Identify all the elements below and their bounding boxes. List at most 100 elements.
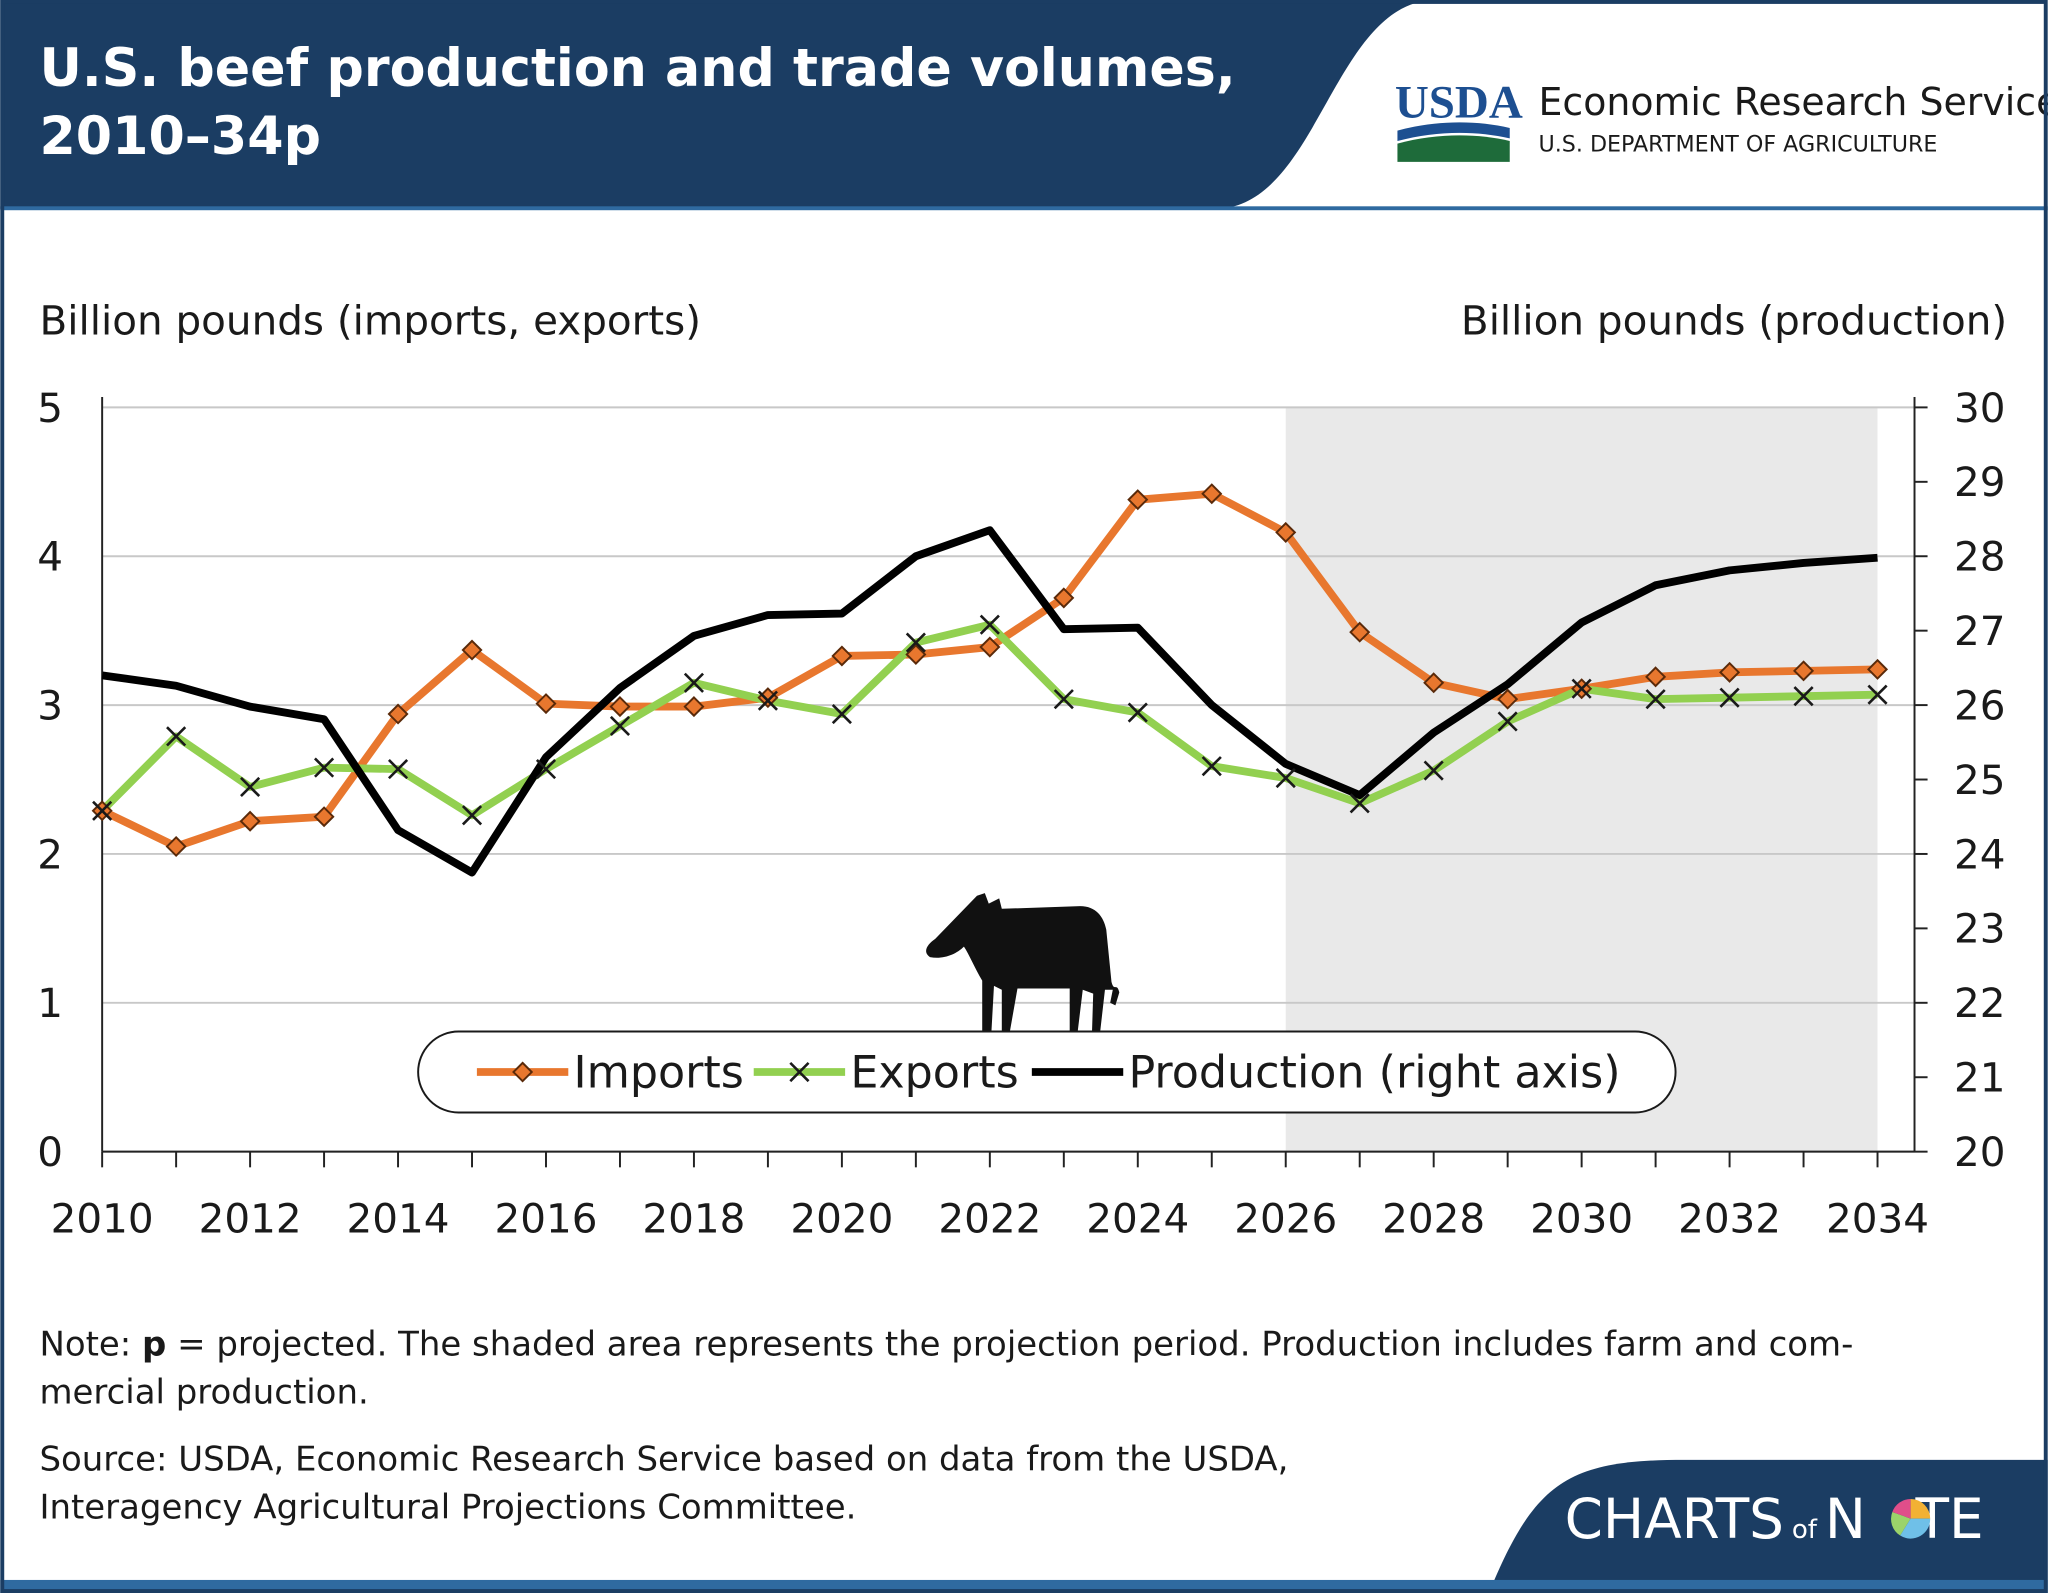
marker [609, 715, 631, 737]
brand-word: N [1825, 1487, 1866, 1551]
marker [166, 726, 187, 747]
marker [387, 703, 409, 725]
y2-tick-label: 30 [1954, 384, 2006, 432]
marker [1127, 702, 1148, 723]
marker [1053, 689, 1074, 710]
brand-word: of [1792, 1515, 1818, 1545]
header-band [0, 0, 1437, 209]
marker [535, 759, 557, 780]
y2-tick-label: 20 [1954, 1128, 2006, 1176]
y-tick-label: 0 [37, 1128, 63, 1176]
x-tick-label: 2022 [938, 1195, 1041, 1243]
note: Note: p = projected. The shaded area rep… [39, 1324, 1853, 1364]
marker [609, 696, 631, 718]
pie-slice [1891, 1512, 1911, 1536]
marker [1127, 489, 1149, 511]
x-tick-label: 2010 [51, 1195, 154, 1243]
pie-slice [1892, 1498, 1911, 1519]
marker [979, 614, 1000, 635]
marker [1053, 587, 1075, 609]
x-tick-label: 2012 [199, 1195, 302, 1243]
note: mercial production. [39, 1373, 368, 1413]
marker [905, 643, 927, 666]
marker [683, 696, 705, 718]
note-text: = projected. The shaded area represents … [177, 1324, 1853, 1364]
marker [165, 835, 187, 858]
legend-label: Exports [850, 1048, 1018, 1099]
marker [1201, 483, 1223, 505]
pie-slice [1900, 1518, 1931, 1539]
marker [1275, 767, 1296, 789]
x-tick-label: 2020 [790, 1195, 893, 1243]
brand-pie [1891, 1498, 1931, 1539]
marker [1793, 686, 1814, 707]
usda-logo: USDA [1395, 77, 1523, 129]
marker [1497, 688, 1519, 710]
marker [461, 639, 483, 661]
marker [1349, 793, 1370, 814]
y2-tick-label: 29 [1954, 458, 2006, 506]
y2-tick-label: 28 [1954, 533, 2006, 581]
y2-axis-label: Billion pounds (production) [1461, 296, 2007, 344]
x-tick-label: 2030 [1530, 1195, 1633, 1243]
marker [1423, 760, 1444, 781]
marker [789, 1061, 810, 1083]
source: Interagency Agricultural Projections Com… [39, 1488, 856, 1528]
source: Source: USDA, Economic Research Service … [39, 1439, 1288, 1479]
y-tick-label: 5 [37, 384, 63, 432]
marker [1497, 711, 1518, 732]
marker [535, 693, 557, 715]
marker [1866, 658, 1889, 680]
y-axis-label: Billion pounds (imports, exports) [39, 296, 701, 344]
note-term: p [142, 1324, 166, 1364]
marker [92, 800, 113, 821]
note-label: Note: [39, 1324, 131, 1364]
marker [240, 776, 261, 798]
y2-tick-label: 27 [1954, 607, 2006, 655]
marker [1275, 521, 1297, 543]
projection-shade [1285, 407, 1878, 1152]
x-tick-label: 2032 [1678, 1195, 1781, 1243]
x-tick-label: 2026 [1234, 1195, 1337, 1243]
marker [313, 806, 335, 828]
y2-tick-label: 25 [1954, 756, 2006, 804]
marker [1423, 672, 1445, 694]
x-tick-label: 2014 [347, 1195, 450, 1243]
header-rule [0, 206, 2048, 211]
marker [387, 759, 409, 780]
brand-band [1488, 1459, 2048, 1593]
marker [1349, 621, 1371, 643]
legend-label: Imports [574, 1048, 744, 1099]
marker [512, 1061, 534, 1083]
y-tick-label: 1 [37, 979, 63, 1027]
title: U.S. beef production and trade volumes, [39, 39, 1235, 99]
marker [1719, 687, 1740, 708]
x-tick-label: 2028 [1382, 1195, 1485, 1243]
y2-tick-label: 22 [1954, 979, 2006, 1027]
y-tick-label: 3 [37, 681, 63, 729]
marker [1719, 661, 1741, 683]
marker [1571, 678, 1592, 699]
marker [831, 645, 853, 667]
marker [1867, 684, 1888, 705]
cow-icon [926, 893, 1120, 1036]
y2-tick-label: 21 [1954, 1054, 2006, 1102]
marker [905, 632, 926, 653]
marker [461, 805, 483, 826]
brand-word: CHARTS [1565, 1487, 1784, 1551]
title: 2010–34p [39, 107, 321, 167]
x-tick-label: 2018 [642, 1195, 745, 1243]
marker [239, 810, 261, 832]
y-tick-label: 2 [37, 830, 63, 878]
legend-label: Production (right axis) [1128, 1048, 1620, 1099]
marker [683, 672, 705, 693]
marker [831, 703, 852, 725]
y2-tick-label: 23 [1954, 905, 2006, 953]
marker [979, 636, 1001, 658]
brand: CHARTS of N TE [1565, 1487, 1984, 1551]
y2-tick-label: 26 [1954, 681, 2006, 729]
